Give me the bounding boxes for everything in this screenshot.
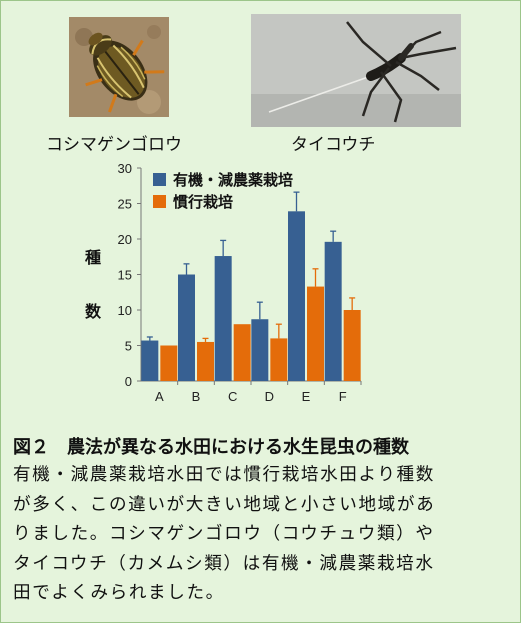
y-tick-label: 10 — [118, 303, 132, 318]
bar-conventional — [307, 286, 324, 381]
description-line: タイコウチ（カメムシ類）は有機・減農薬栽培水 — [13, 553, 435, 574]
figure-title: 図２ 農法が異なる水田における水生昆虫の種数 — [13, 433, 427, 459]
y-axis-label-char-1: 種 — [85, 248, 102, 267]
bar-organic — [178, 274, 195, 381]
legend-label: 有機・減農薬栽培 — [173, 171, 293, 189]
x-tick-label: F — [339, 389, 347, 404]
y-tick-label: 15 — [118, 268, 132, 283]
bar-conventional — [343, 310, 361, 381]
figure-description: 有機・減農薬栽培水田では慣行栽培水田より種数 が多く、この違いが大きい地域と小さ… — [13, 461, 513, 609]
water-scorpion-photo — [251, 14, 461, 127]
beetle-caption: コシマゲンゴロウ — [46, 135, 182, 155]
description-line: が多く、この違いが大きい地域と小さい地域があ — [13, 494, 436, 515]
bar-conventional — [233, 324, 251, 381]
y-tick-label: 20 — [118, 232, 132, 247]
description-line: 有機・減農薬栽培水田では慣行栽培水田より種数 — [13, 465, 435, 485]
x-tick-label: B — [192, 389, 201, 404]
bar-organic — [288, 211, 305, 381]
x-tick-label: D — [265, 389, 274, 404]
bar-conventional — [270, 338, 288, 381]
bar-organic — [251, 319, 269, 381]
legend-label: 慣行栽培 — [173, 193, 233, 211]
beetle-photo — [69, 17, 169, 117]
water-scorpion-caption: タイコウチ — [291, 135, 376, 155]
chart-bars — [141, 191, 361, 381]
y-axis-label-char-2: 数 — [85, 302, 102, 321]
bar-conventional — [160, 345, 178, 381]
description-line: りました。コシマゲンゴロウ（コウチュウ類）や — [13, 524, 435, 544]
x-tick-label: E — [302, 389, 311, 404]
bar-conventional — [197, 341, 214, 381]
y-tick-label: 25 — [118, 197, 132, 212]
y-tick-label: 0 — [125, 374, 132, 389]
figure-title-text: 農法が異なる水田における水生昆虫の種数 — [67, 437, 409, 458]
figure-number: 図２ — [13, 437, 49, 458]
chart-axes: 0 5 10 15 20 25 30 A B C D E F — [118, 161, 362, 404]
bar-organic — [141, 340, 159, 381]
bar-organic — [214, 256, 232, 381]
x-tick-label: C — [228, 389, 237, 404]
y-tick-label: 5 — [125, 339, 132, 354]
bar-organic — [324, 241, 342, 381]
description-line: 田でよくみられました。 — [13, 583, 225, 603]
y-tick-label: 30 — [118, 161, 132, 176]
legend-swatch — [153, 195, 166, 208]
legend-swatch — [153, 173, 166, 186]
x-tick-label: A — [155, 389, 164, 404]
